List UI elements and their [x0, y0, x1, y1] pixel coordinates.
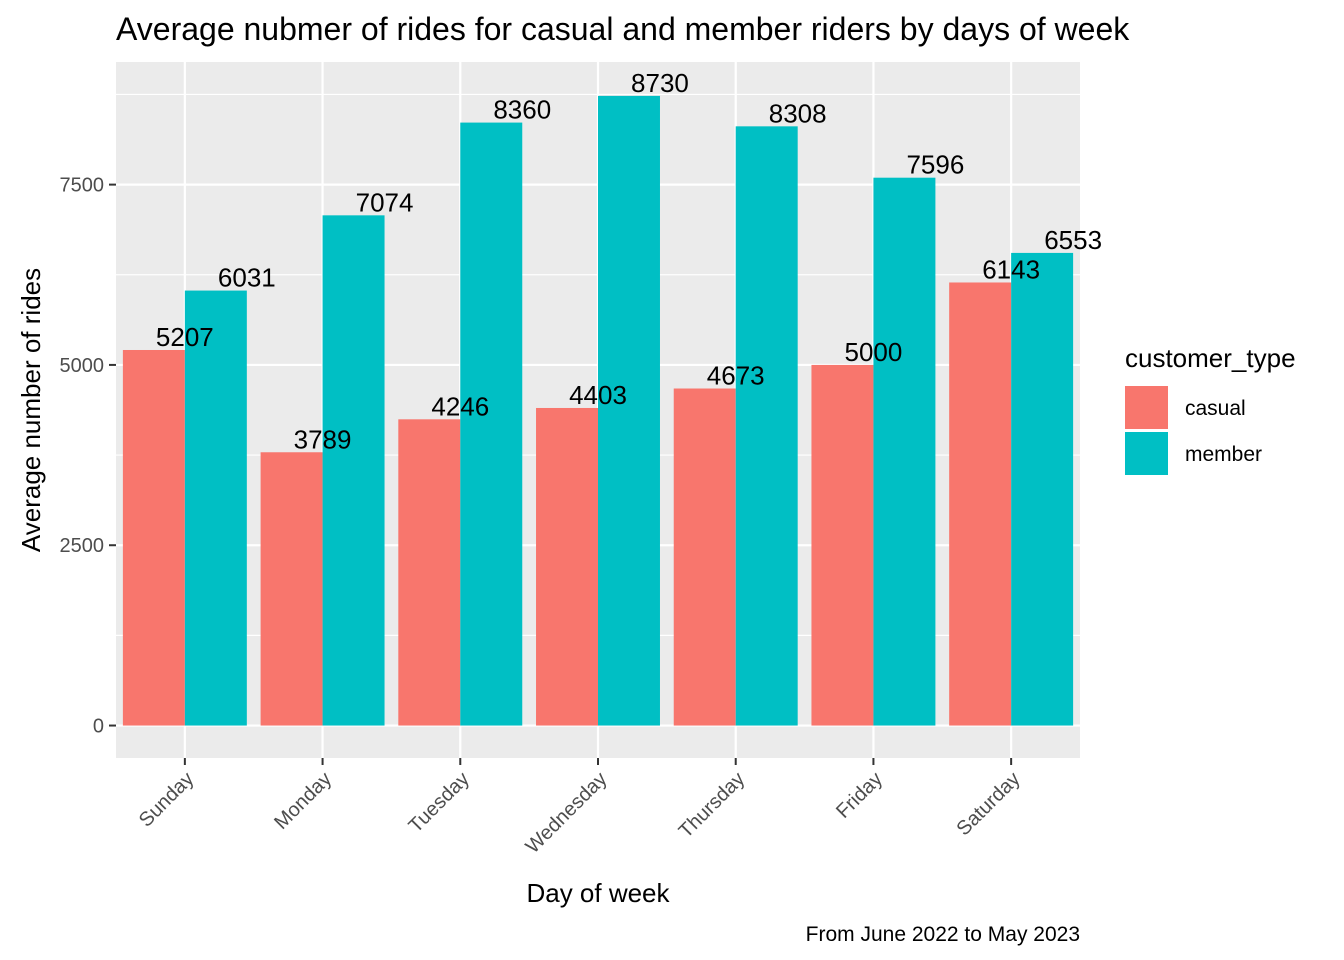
bar-member-friday: [873, 177, 936, 726]
x-tick-label: Saturday: [953, 768, 1025, 840]
legend-key-casual: [1125, 386, 1168, 429]
legend-title: customer_type: [1125, 343, 1296, 373]
y-axis-title: Average number of rides: [16, 268, 46, 552]
bar-casual-wednesday: [536, 407, 598, 726]
legend: customer_type casual member: [1125, 343, 1296, 475]
y-tick-label: 5000: [60, 355, 105, 377]
data-label-casual-sunday: 5207: [156, 322, 214, 352]
chart-title: Average nubmer of rides for casual and m…: [116, 11, 1130, 47]
x-tick-label: Sunday: [135, 768, 199, 832]
x-axis: Sunday Monday Tuesday Wednesday Thursday Frid…: [135, 758, 1025, 858]
bar-member-tuesday: [460, 122, 523, 726]
data-label-casual-friday: 5000: [845, 337, 903, 367]
data-label-casual-tuesday: 4246: [431, 391, 489, 421]
legend-label-member: member: [1185, 443, 1262, 466]
data-label-casual-monday: 3789: [294, 424, 352, 454]
data-label-casual-saturday: 6143: [982, 254, 1040, 284]
bar-casual-friday: [811, 364, 874, 726]
data-label-member-wednesday: 8730: [631, 68, 689, 98]
data-label-casual-wednesday: 4403: [569, 380, 627, 410]
x-tick-label: Monday: [270, 768, 336, 834]
bar-casual-sunday: [122, 349, 185, 726]
y-tick-label: 2500: [60, 535, 105, 557]
y-tick-label: 0: [93, 716, 104, 738]
bar-casual-tuesday: [398, 419, 461, 726]
bar-member-thursday: [735, 126, 798, 726]
data-label-member-saturday: 6553: [1044, 225, 1102, 255]
bar-casual-saturday: [949, 282, 1012, 726]
legend-key-member: [1125, 432, 1168, 475]
data-label-member-thursday: 8308: [769, 98, 827, 128]
data-label-member-friday: 7596: [906, 150, 964, 180]
bar-casual-monday: [260, 452, 323, 726]
bar-member-wednesday: [598, 95, 660, 726]
x-tick-label: Thursday: [675, 768, 750, 843]
x-tick-label: Friday: [832, 768, 887, 823]
data-label-member-sunday: 6031: [218, 263, 276, 293]
bar-casual-thursday: [673, 388, 736, 726]
legend-label-casual: casual: [1185, 397, 1246, 420]
bars: [122, 95, 1074, 726]
x-axis-title: Day of week: [526, 878, 670, 908]
x-tick-label: Wednesday: [522, 768, 612, 858]
caption: From June 2022 to May 2023: [806, 923, 1080, 946]
bar-member-monday: [322, 215, 385, 726]
bar-member-sunday: [184, 290, 247, 726]
y-tick-label: 7500: [60, 175, 105, 197]
data-label-member-monday: 7074: [356, 187, 414, 217]
data-label-member-tuesday: 8360: [493, 95, 551, 125]
y-axis: 0 2500 5000 7500: [60, 175, 116, 738]
x-tick-label: Tuesday: [405, 768, 474, 837]
data-label-casual-thursday: 4673: [707, 361, 765, 391]
bar-member-saturday: [1011, 252, 1074, 726]
